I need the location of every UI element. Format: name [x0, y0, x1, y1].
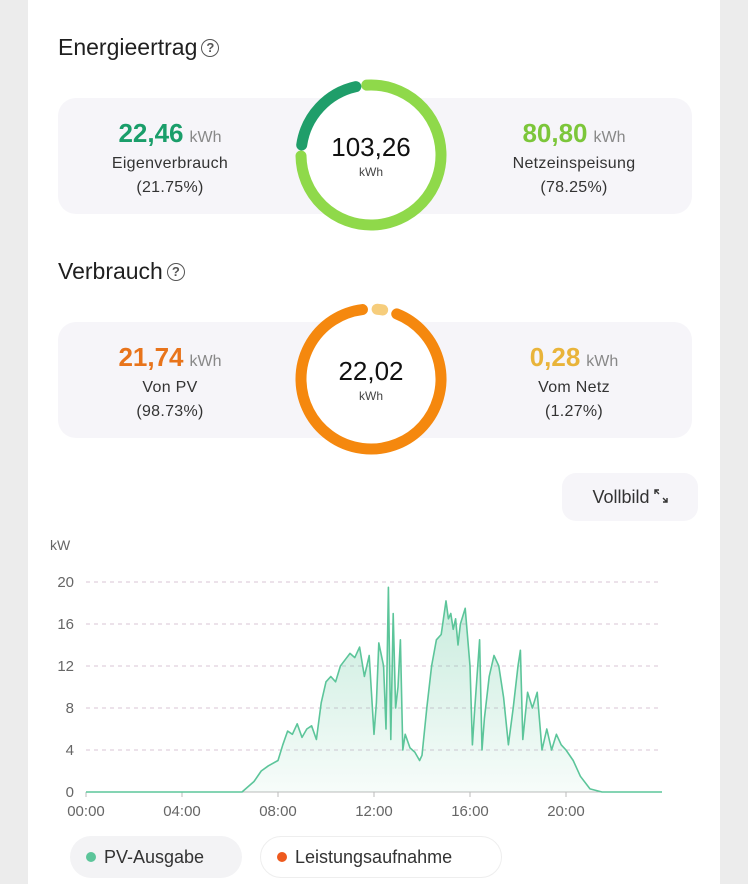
legend-pv-label: PV-Ausgabe — [104, 846, 205, 867]
legend-power-consumption[interactable]: Leistungsaufnahme — [260, 836, 502, 878]
expand-icon — [653, 488, 668, 506]
help-icon[interactable]: ? — [166, 262, 185, 281]
self-consumption-percent: (21.75%) — [136, 179, 204, 196]
from-grid-percent: (1.27%) — [544, 403, 604, 420]
fullscreen-label: Vollbild — [592, 486, 650, 507]
consumption-total-value: 22,02 — [338, 355, 404, 386]
y-tick-label: 4 — [66, 742, 74, 759]
expand-icon-svg — [653, 488, 668, 503]
from-pv-arc — [295, 304, 447, 455]
x-tick-label: 00:00 — [67, 803, 105, 820]
grid-feed-percent: (78.25%) — [540, 179, 608, 196]
y-tick-label: 8 — [66, 700, 74, 717]
consumption-ring-center — [304, 312, 438, 446]
from-grid-stat: 0,28 kWh Vom Netz (1.27%) — [474, 342, 674, 421]
legend-consumption-label: Leistungsaufnahme — [295, 846, 453, 867]
from-grid-unit: kWh — [586, 353, 619, 370]
energy-ring-chart — [295, 79, 447, 231]
energy-card: Energieertrag ? 22,46 kWh Eigenverbrauch … — [28, 0, 720, 884]
from-pv-unit: kWh — [189, 353, 222, 370]
grid-feed-stat: 80,80 kWh Netzeinspeisung (78.25%) — [474, 118, 674, 197]
self-consumption-stat: 22,46 kWh Eigenverbrauch (21.75%) — [70, 118, 270, 197]
self-consumption-label: Eigenverbrauch — [111, 155, 229, 172]
energy-title: Energieertrag — [58, 34, 198, 60]
x-tick-label: 12:00 — [355, 803, 393, 820]
help-icon[interactable]: ? — [201, 38, 220, 57]
x-tick-label: 04:00 — [163, 803, 201, 820]
legend-pv-dot — [86, 852, 96, 862]
energy-total-unit: kWh — [359, 164, 383, 179]
grid-feed-value: 80,80 — [522, 118, 588, 148]
grid-feed-label: Netzeinspeisung — [512, 155, 636, 172]
energy-section-title: Energieertrag ? — [58, 34, 220, 61]
energy-ring-center — [304, 88, 438, 222]
y-tick-label: 12 — [57, 658, 74, 675]
from-grid-arc — [371, 303, 389, 316]
from-pv-value: 21,74 — [118, 342, 184, 372]
consumption-ring: 22,02 kWh — [292, 300, 450, 458]
from-grid-label: Vom Netz — [538, 379, 610, 396]
pv-output-line — [86, 586, 662, 793]
x-tick-label: 08:00 — [259, 803, 297, 820]
self-consumption-arc — [296, 81, 362, 151]
self-consumption-value: 22,46 — [118, 118, 184, 148]
pv-power-chart: kW 0 4 8 12 16 20 00:00 04:00 08:00 12:00 16:00 20:0… — [50, 537, 662, 820]
legend-pv-output[interactable]: PV-Ausgabe — [70, 836, 242, 878]
self-consumption-unit: kWh — [189, 129, 222, 146]
fullscreen-button[interactable]: Vollbild — [562, 473, 698, 521]
x-tick-label: 16:00 — [451, 803, 489, 820]
energy-ring-label: 103,26 kWh — [292, 76, 450, 234]
from-pv-percent: (98.73%) — [136, 403, 204, 420]
energy-total-value: 103,26 — [331, 131, 411, 162]
energy-ring: 103,26 kWh — [292, 76, 450, 234]
grid-feed-arc — [295, 79, 447, 231]
consumption-title: Verbrauch — [58, 258, 163, 284]
x-tick-label: 20:00 — [547, 803, 585, 820]
pv-output-area — [86, 587, 662, 792]
from-grid-value: 0,28 — [529, 342, 581, 372]
grid-feed-unit: kWh — [593, 129, 626, 146]
legend-consumption-dot — [277, 852, 287, 862]
consumption-ring-chart — [295, 303, 447, 455]
from-pv-label: Von PV — [142, 379, 198, 396]
consumption-section-title: Verbrauch ? — [58, 258, 185, 285]
consumption-ring-label: 22,02 kWh — [292, 300, 450, 458]
y-tick-label: 16 — [57, 616, 74, 633]
y-tick-label: 0 — [66, 784, 74, 801]
from-pv-stat: 21,74 kWh Von PV (98.73%) — [70, 342, 270, 421]
y-tick-label: 20 — [57, 574, 74, 591]
y-axis-unit-label: kW — [50, 537, 71, 553]
consumption-total-unit: kWh — [359, 388, 383, 403]
